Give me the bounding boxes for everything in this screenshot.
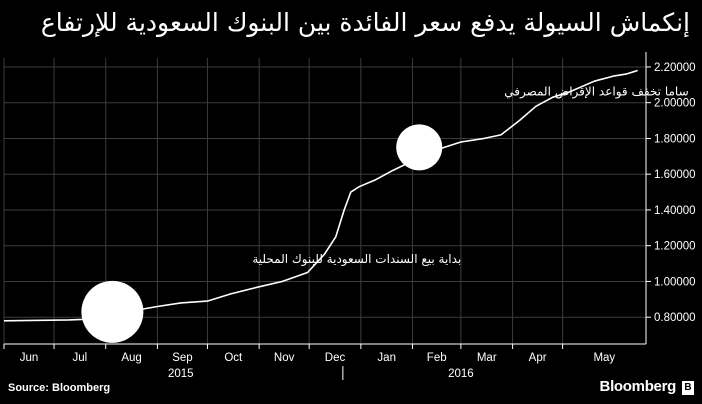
- y-tick-label: 0.80000: [654, 312, 696, 324]
- annotation-layer: ساما تخفف قواعد الإقراض المصرفي بداية بيع…: [81, 84, 689, 343]
- source-note: Source: Bloomberg: [8, 382, 111, 394]
- annotation-marker: [81, 280, 144, 343]
- line-layer: [3, 69, 638, 322]
- x-tick-label: Sep: [172, 352, 192, 364]
- x-tick-label: Dec: [325, 352, 346, 364]
- x-tick-label: Oct: [224, 352, 243, 364]
- y-tick-label: 1.40000: [654, 205, 696, 217]
- x-tick-label: Apr: [529, 352, 547, 364]
- chart-title: إنكماش السيولة يدفع سعر الفائدة بين البن…: [40, 8, 690, 37]
- y-tick-label: 1.60000: [654, 169, 696, 181]
- bloomberg-terminal-icon: B: [682, 381, 694, 395]
- x-tick-label: May: [593, 352, 615, 364]
- annotation-marker: [396, 124, 443, 171]
- series-line: [3, 69, 638, 322]
- x-tick-label: Aug: [121, 352, 141, 364]
- x-tick-label: Nov: [274, 352, 295, 364]
- x-tick-label: Feb: [427, 352, 447, 364]
- y-tick-label: 2.00000: [654, 98, 696, 110]
- y-tick-label: 1.80000: [654, 133, 696, 145]
- year-label: 2016: [448, 368, 474, 380]
- y-tick-label: 1.20000: [654, 241, 696, 253]
- x-tick-label: Jul: [73, 352, 88, 364]
- annotation-label: ساما تخفف قواعد الإقراض المصرفي: [504, 84, 688, 99]
- year-label: 2015: [168, 368, 194, 380]
- x-tick-label: Jan: [377, 352, 396, 364]
- brand-logo: Bloomberg: [599, 378, 677, 395]
- y-tick-label: 1.00000: [654, 276, 696, 288]
- axis-layer: 0.80000 1.00000 1.20000 1.40000 1.60000 1.800…: [3, 52, 696, 380]
- y-tick-label: 2.20000: [654, 62, 696, 74]
- annotation-label: بداية بيع السندات السعودية للبنوك المحلي…: [252, 252, 461, 267]
- x-tick-label: Jun: [20, 352, 39, 364]
- x-tick-label: Mar: [477, 352, 497, 364]
